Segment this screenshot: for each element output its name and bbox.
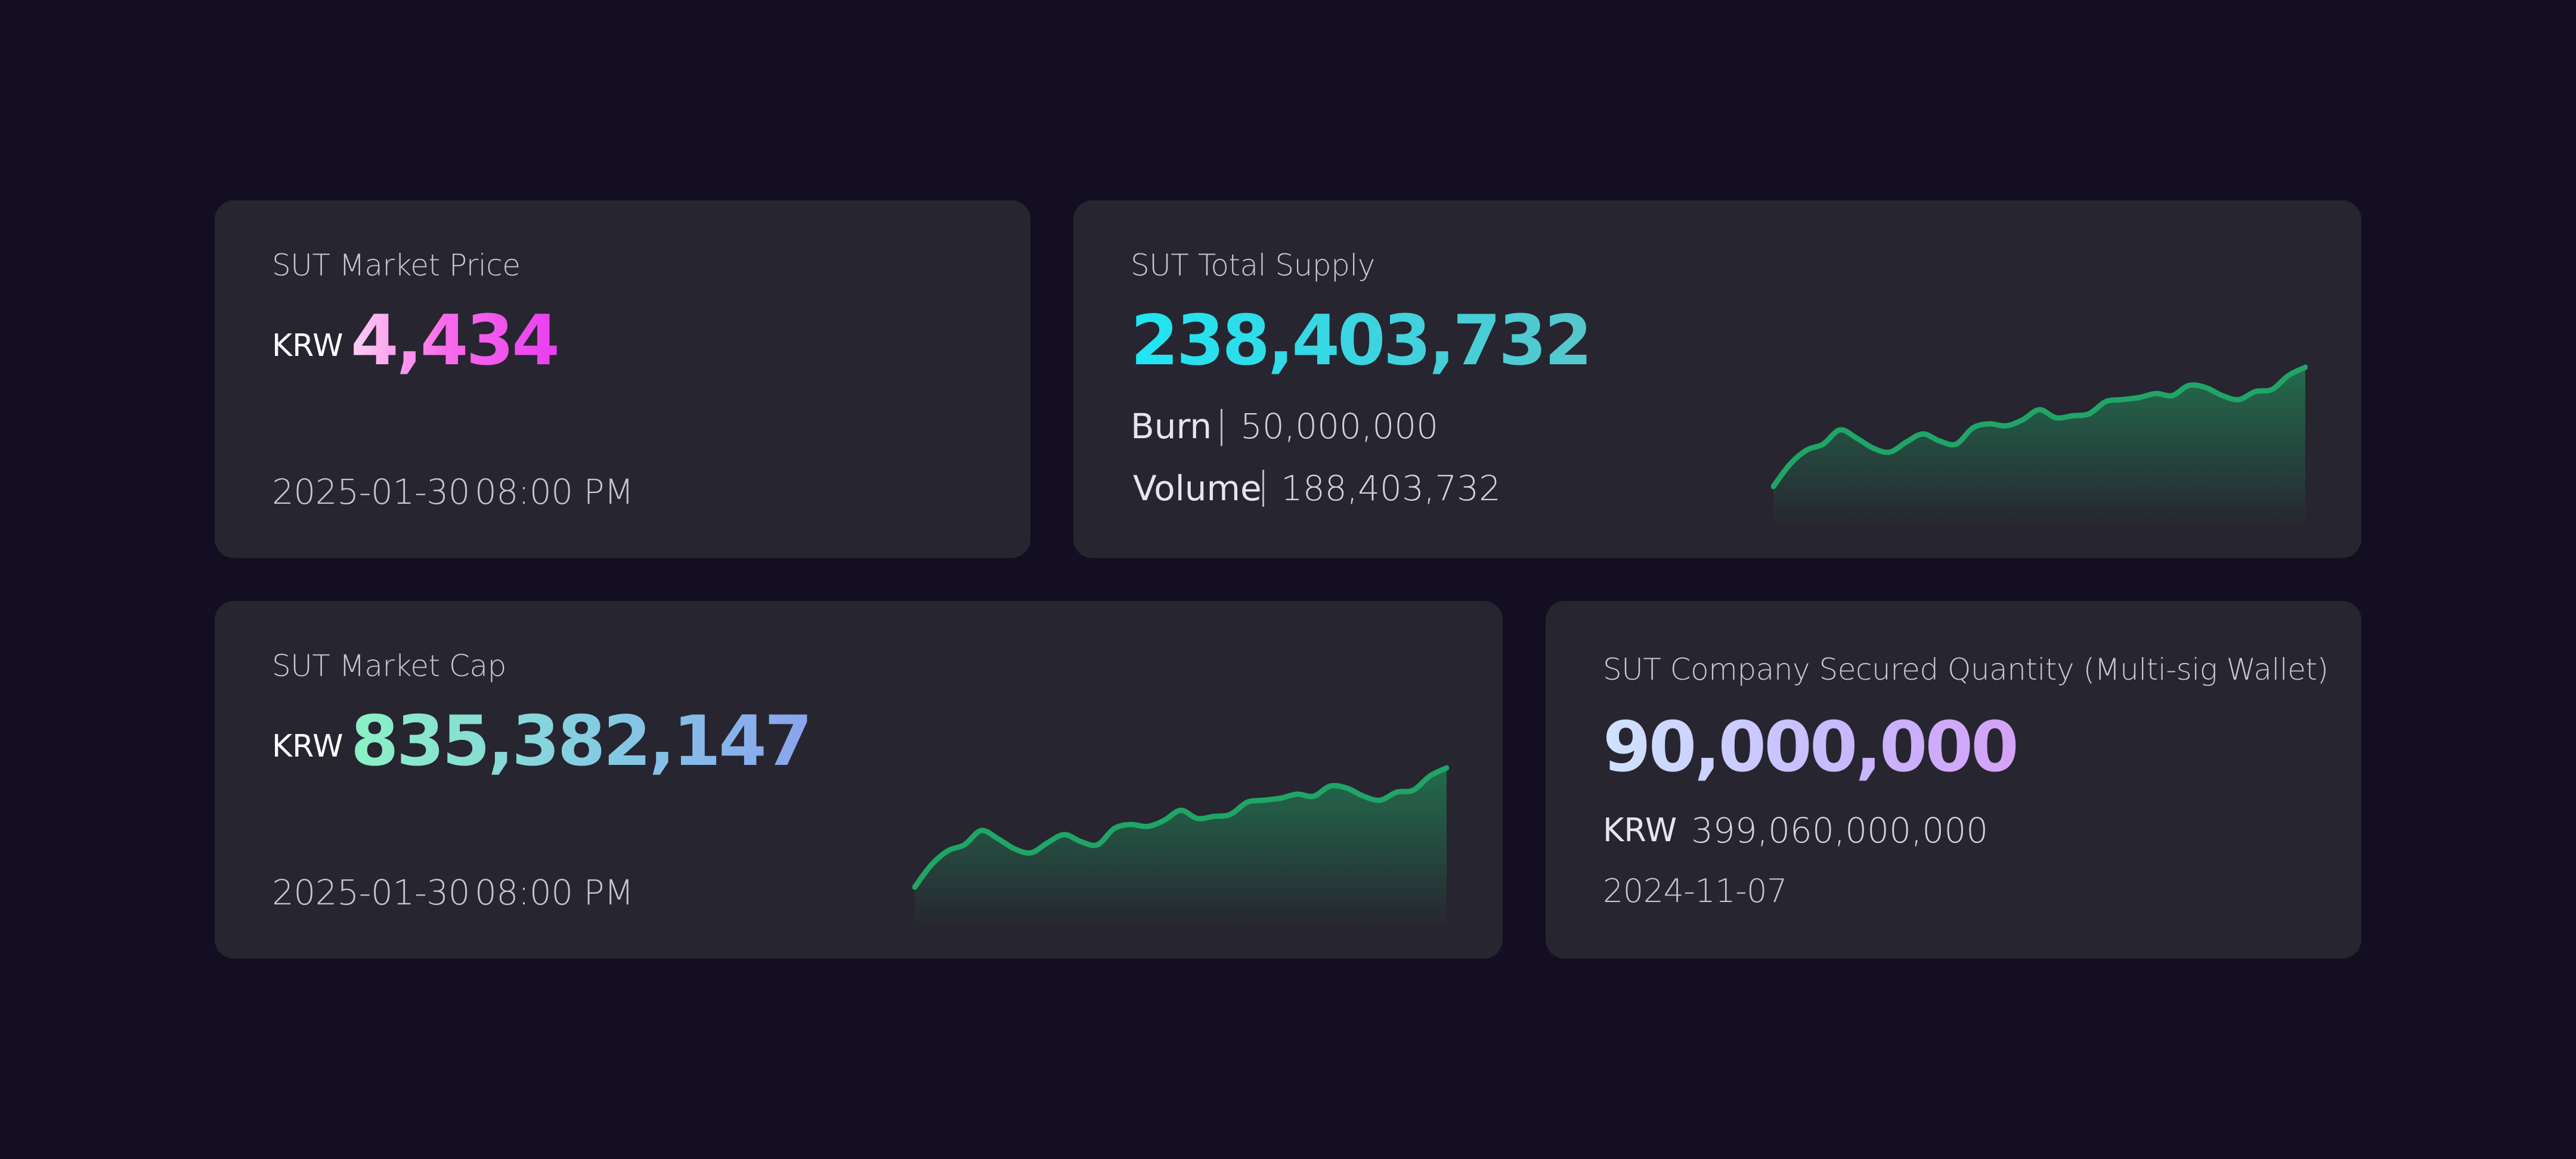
price-date: 2025-01-30 [272,472,470,512]
total-supply-sparkline [1771,364,2308,528]
market-price-value: 4,434 [351,300,560,381]
market-cap-title: SUT Market Cap [272,649,506,683]
volume-label: Volume [1133,468,1262,509]
mcap-date: 2025-01-30 [272,872,470,913]
secured-quantity-value: 90,000,000 [1603,707,2019,788]
total-supply-title: SUT Total Supply [1131,248,1375,283]
sparkline-line [912,765,1449,890]
price-currency-label: KRW [272,328,343,364]
secured-date: 2024-11-07 [1603,872,1787,910]
market-cap-sparkline [912,765,1449,929]
secured-quantity-title: SUT Company Secured Quantity (Multi-sig … [1603,652,2329,687]
burn-label: Burn [1131,406,1212,447]
sparkline-area [1773,367,2305,528]
market-price-title: SUT Market Price [272,248,521,283]
secured-krw-value: 399,060,000,000 [1691,810,1989,851]
sparkline-area [915,768,1447,929]
price-time: 08:00 PM [475,472,634,512]
volume-value: 188,403,732 [1281,468,1501,509]
market-cap-value: 835,382,147 [351,701,813,782]
market-price-card: SUT Market Price KRW 4,434 2025-01-30 08… [215,200,1030,558]
total-supply-value: 238,403,732 [1131,300,1593,381]
total-supply-card: SUT Total Supply 238,403,732 Burn 50,000… [1073,200,2361,558]
market-cap-card: SUT Market Cap KRW 835,382,147 2025-01-3… [215,601,1503,959]
secured-currency-label: KRW [1603,811,1677,849]
volume-separator [1262,470,1264,507]
burn-separator [1221,409,1222,446]
mcap-currency-label: KRW [272,729,343,764]
secured-quantity-card: SUT Company Secured Quantity (Multi-sig … [1546,601,2361,959]
mcap-time: 08:00 PM [475,872,634,913]
burn-value: 50,000,000 [1240,406,1439,447]
sparkline-line [1771,364,2308,489]
